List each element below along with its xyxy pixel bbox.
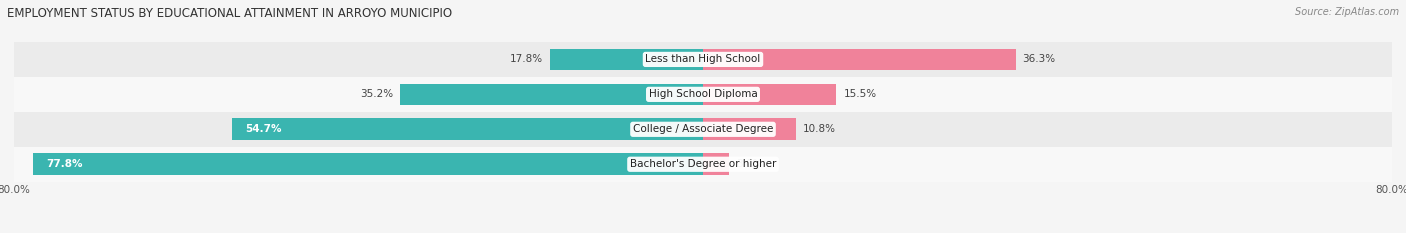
Bar: [703, 118, 796, 140]
Text: EMPLOYMENT STATUS BY EDUCATIONAL ATTAINMENT IN ARROYO MUNICIPIO: EMPLOYMENT STATUS BY EDUCATIONAL ATTAINM…: [7, 7, 453, 20]
Bar: [14, 77, 1392, 112]
Text: 10.8%: 10.8%: [803, 124, 837, 134]
Bar: [703, 84, 837, 105]
Text: 54.7%: 54.7%: [245, 124, 281, 134]
Text: Less than High School: Less than High School: [645, 55, 761, 64]
Bar: [14, 42, 1392, 77]
Bar: [14, 147, 1392, 182]
Text: College / Associate Degree: College / Associate Degree: [633, 124, 773, 134]
Bar: [703, 49, 1015, 70]
Bar: [232, 118, 703, 140]
Text: 3.0%: 3.0%: [735, 159, 762, 169]
Bar: [550, 49, 703, 70]
Bar: [32, 154, 703, 175]
Text: 77.8%: 77.8%: [46, 159, 83, 169]
Bar: [14, 112, 1392, 147]
Text: Bachelor's Degree or higher: Bachelor's Degree or higher: [630, 159, 776, 169]
Bar: [399, 84, 703, 105]
Text: 36.3%: 36.3%: [1022, 55, 1056, 64]
Bar: [703, 154, 728, 175]
Legend: In Labor Force, Unemployed: In Labor Force, Unemployed: [610, 231, 796, 233]
Text: Source: ZipAtlas.com: Source: ZipAtlas.com: [1295, 7, 1399, 17]
Text: High School Diploma: High School Diploma: [648, 89, 758, 99]
Text: 17.8%: 17.8%: [510, 55, 543, 64]
Text: 15.5%: 15.5%: [844, 89, 876, 99]
Text: 35.2%: 35.2%: [360, 89, 392, 99]
